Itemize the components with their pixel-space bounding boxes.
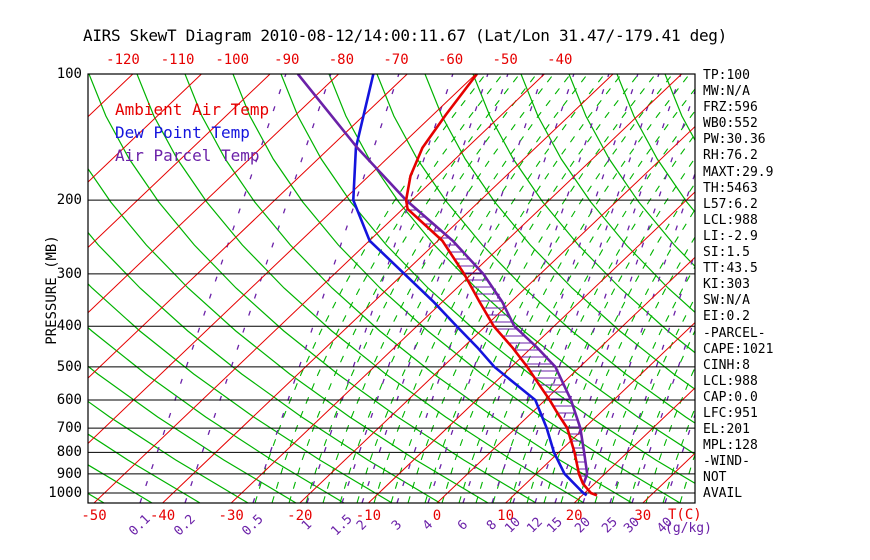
stats-line: EL:201 — [703, 422, 750, 438]
pressure-tick: 100 — [56, 66, 82, 82]
top-temp-tick: -70 — [383, 52, 409, 68]
bottom-temp-tick: 20 — [565, 508, 583, 524]
stats-line: L57:6.2 — [703, 196, 758, 212]
plot-frame — [87, 73, 696, 504]
pressure-tick: 700 — [56, 420, 82, 437]
mixing-axis-unit: (g/kg) — [665, 521, 712, 536]
temp-axis-unit: T(C) — [668, 507, 702, 523]
stats-line: TH:5463 — [703, 180, 758, 196]
stats-panel: TP:100 MW:N/A FRZ:596 WB0:552 PW:30.36 RH:76.… — [703, 68, 773, 503]
top-temp-tick: -80 — [328, 52, 355, 68]
pressure-tick: 400 — [56, 318, 82, 335]
stats-line: TP:100 — [703, 68, 750, 83]
pressure-tick: 900 — [56, 465, 82, 482]
stats-line: RH:76.2 — [703, 148, 758, 164]
parcel-curve — [296, 74, 589, 485]
top-temp-tick: -100 — [215, 52, 250, 68]
bottom-temp-tick: 0 — [432, 508, 442, 524]
bottom-temp-tick: -30 — [218, 508, 244, 524]
stats-line: LCL:988 — [703, 212, 758, 228]
stats-line: CAP:0.0 — [703, 389, 758, 405]
stats-line: CAPE:1021 — [703, 341, 774, 357]
stats-line: LFC:951 — [703, 405, 758, 421]
stats-line: MPL:128 — [703, 438, 758, 454]
stats-line: AVAIL — [703, 486, 743, 502]
stats-line: SI:1.5 — [703, 245, 750, 261]
bottom-temp-tick: -20 — [287, 508, 313, 524]
pressure-tick: 1000 — [48, 485, 82, 501]
pressure-tick: 300 — [56, 265, 82, 282]
grid-mixing-ratio-lines — [139, 74, 695, 503]
top-temp-tick: -120 — [106, 52, 140, 68]
stats-line: KI:303 — [703, 277, 750, 293]
pressure-tick: 500 — [56, 358, 82, 375]
stats-line: EI:0.2 — [703, 309, 750, 325]
top-temp-tick: -50 — [492, 52, 518, 68]
bottom-temp-tick: 30 — [634, 508, 652, 524]
top-temp-tick: -60 — [437, 52, 464, 68]
stats-line: WB0:552 — [703, 116, 758, 132]
stats-line: -PARCEL- — [703, 325, 766, 341]
stats-line: LI:-2.9 — [703, 228, 758, 244]
pressure-gridlines — [88, 74, 695, 494]
plot-area — [88, 74, 695, 503]
legend-item-ambient: Ambient Air Temp — [115, 100, 270, 119]
ambient-curve — [404, 74, 598, 497]
stats-line: CINH:8 — [703, 357, 750, 373]
stats-line: FRZ:596 — [703, 100, 758, 116]
grid-moist-adiabats — [254, 74, 695, 503]
dewpoint-curve — [351, 74, 588, 497]
cape-hatching — [408, 209, 587, 484]
legend: Ambient Air Temp Dew Point Temp Air Parc… — [115, 98, 269, 167]
top-temp-tick: -110 — [160, 52, 195, 68]
legend-item-parcel: Air Parcel Temp — [115, 146, 260, 165]
stats-line: MAXT:29.9 — [703, 164, 774, 180]
stats-line: MW:N/A — [703, 84, 750, 100]
stats-line: TT:43.5 — [703, 261, 758, 277]
top-temp-tick: -40 — [547, 52, 573, 68]
bottom-temp-tick: 10 — [497, 508, 515, 524]
stats-line: PW:30.36 — [703, 132, 766, 148]
stats-line: SW:N/A — [703, 293, 750, 309]
chart-title: AIRS SkewT Diagram 2010-08-12/14:00:11.6… — [83, 26, 727, 45]
bottom-temp-tick: -50 — [81, 508, 107, 524]
top-temp-tick: -90 — [274, 52, 300, 68]
pressure-tick: 200 — [56, 192, 82, 209]
pressure-tick: 800 — [56, 444, 82, 461]
stats-line: -WIND- — [703, 454, 750, 470]
bottom-temp-tick: -10 — [355, 508, 382, 524]
pressure-tick: 600 — [56, 392, 82, 409]
stats-line: NOT — [703, 470, 727, 486]
legend-item-dewpoint: Dew Point Temp — [115, 123, 250, 142]
stats-line: LCL:988 — [703, 373, 758, 389]
bottom-temp-tick: -40 — [149, 508, 176, 524]
